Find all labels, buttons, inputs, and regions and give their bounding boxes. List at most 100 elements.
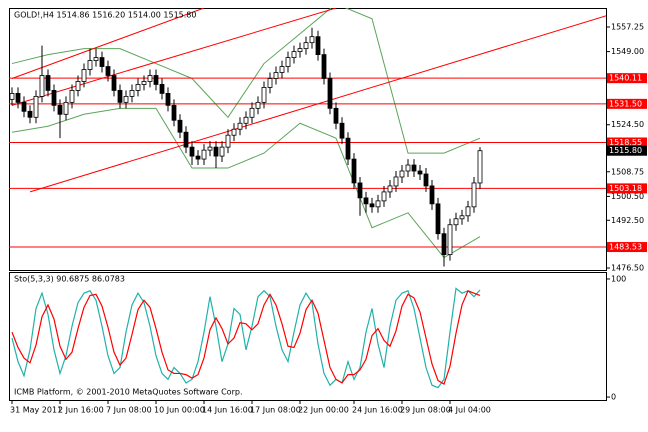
candle-body — [267, 78, 273, 88]
x-tick-label: 4 Jul 04:00 — [448, 406, 491, 415]
y-tick-label: 100 — [611, 274, 626, 283]
candle-body — [63, 101, 69, 115]
candle-body — [99, 57, 105, 67]
price-plot — [9, 8, 606, 267]
copyright-note: ICMB Platform, © 2001-2010 MetaQuotes So… — [14, 388, 243, 397]
x-tick-label: 2 Jun 16:00 — [58, 406, 104, 415]
candle-body — [357, 182, 363, 199]
candle-body — [51, 90, 57, 106]
trendline — [11, 8, 337, 106]
price-panel — [9, 8, 607, 271]
candle-body — [447, 224, 453, 255]
candle-body — [405, 164, 411, 172]
candle-body — [75, 81, 81, 91]
candle-body — [123, 95, 129, 103]
candle-body — [9, 93, 15, 100]
candle-body — [237, 122, 243, 130]
candle-body — [471, 182, 477, 208]
candle-body — [21, 101, 27, 112]
candle-body — [255, 101, 261, 109]
candle-body — [201, 149, 207, 160]
candle-body — [303, 42, 309, 50]
candle-body — [57, 104, 63, 115]
level-label: 1483.53 — [609, 243, 642, 252]
candle-body — [105, 66, 111, 76]
candle-body — [333, 107, 339, 124]
candle-body — [165, 93, 171, 106]
candle-body — [477, 150, 483, 184]
candle-body — [93, 57, 99, 61]
candle-body — [207, 146, 213, 151]
candle-body — [213, 146, 219, 157]
candle-body — [15, 93, 21, 103]
candle-body — [441, 233, 447, 255]
y-tick-label: 1524.50 — [611, 120, 644, 129]
candle-body — [351, 158, 357, 184]
candle-body — [183, 131, 189, 148]
candle-body — [27, 110, 33, 118]
candle-body — [243, 116, 249, 124]
candle-body — [345, 137, 351, 160]
chart-title: GOLD!,H4 1514.86 1516.20 1514.00 1515.80 — [14, 11, 196, 20]
candle-body — [87, 60, 93, 70]
stochastic-line — [11, 287, 481, 389]
level-label-box — [607, 137, 647, 148]
candle-body — [453, 218, 459, 226]
candle-body — [129, 90, 135, 97]
candle-body — [33, 95, 39, 118]
stochastic-line — [11, 290, 481, 385]
candle-body — [399, 170, 405, 178]
level-label-box — [607, 98, 647, 109]
candle-body — [177, 119, 183, 133]
candle-body — [153, 75, 159, 85]
candle-body — [435, 203, 441, 235]
candle-body — [117, 90, 123, 103]
candle-body — [387, 185, 393, 193]
candle-body — [195, 155, 201, 160]
current-price-box — [607, 145, 647, 156]
candle-body — [69, 90, 75, 103]
candle-body — [309, 36, 315, 44]
y-tick-label: 1492.50 — [611, 216, 644, 225]
candle-body — [465, 206, 471, 217]
candle-body — [423, 173, 429, 187]
candle-body — [171, 104, 177, 121]
level-label: 1518.55 — [609, 138, 642, 147]
level-label: 1531.50 — [609, 99, 642, 108]
candle-body — [375, 200, 381, 208]
y-tick-label: 1549.00 — [611, 47, 644, 56]
candle-body — [321, 54, 327, 79]
candle-body — [45, 75, 51, 91]
band-lower — [11, 107, 481, 259]
indicator-title: Sto(5,3,3) 90.6875 86.0783 — [14, 275, 125, 284]
y-tick-label: 1476.50 — [611, 264, 644, 273]
candle-body — [111, 75, 117, 91]
x-tick-label: 29 Jun 08:00 — [400, 406, 451, 415]
candle-body — [459, 215, 465, 220]
level-label-box — [607, 242, 647, 253]
level-label: 1503.18 — [609, 184, 642, 193]
x-tick-label: 24 Jun 16:00 — [352, 406, 403, 415]
candle-body — [189, 146, 195, 157]
stochastic-panel — [9, 272, 607, 401]
x-tick-label: 14 Jun 16:00 — [202, 406, 253, 415]
y-tick-label: 1508.75 — [611, 167, 644, 176]
candle-body — [141, 81, 147, 85]
x-tick-label: 7 Jun 08:00 — [106, 406, 152, 415]
candle-body — [363, 197, 369, 205]
x-tick-label: 10 Jun 00:00 — [154, 406, 205, 415]
candle-body — [261, 87, 267, 103]
candle-body — [297, 48, 303, 53]
candle-body — [219, 146, 225, 157]
candle-body — [273, 72, 279, 79]
candle-body — [81, 69, 87, 82]
candle-body — [369, 203, 375, 208]
level-label-box — [607, 183, 647, 194]
candle-body — [135, 84, 141, 91]
level-label-box — [607, 73, 647, 84]
candle-body — [327, 78, 333, 109]
candle-body — [291, 51, 297, 58]
candle-body — [429, 185, 435, 205]
stochastic-plot — [11, 287, 481, 389]
